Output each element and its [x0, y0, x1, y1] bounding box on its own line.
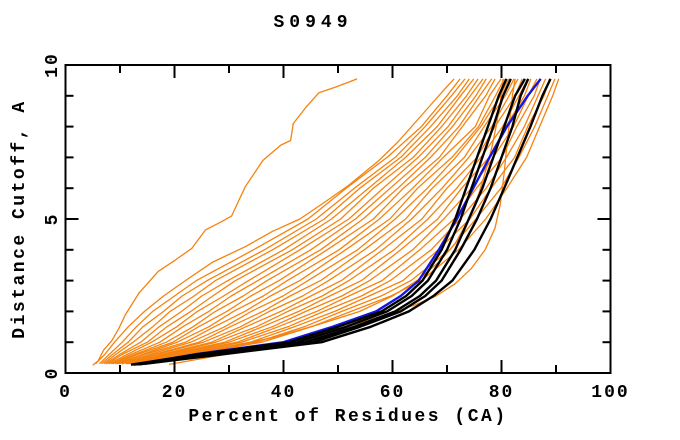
orange-curve-8: [111, 78, 487, 365]
orange-curve-20: [134, 78, 541, 365]
x-tick-label-40: 40: [271, 383, 297, 403]
y-tick-label-0: 0: [43, 367, 63, 380]
orange-curve-9: [112, 78, 493, 365]
y-tick-label-10: 10: [43, 52, 63, 78]
orange-curve-5: [104, 78, 475, 365]
black-curve-0: [130, 78, 508, 366]
curves-layer: [92, 78, 560, 366]
black-curve-3: [138, 78, 530, 366]
orange-curve-10: [114, 78, 496, 365]
orange-curve-1: [95, 78, 455, 365]
orange-curve-12: [118, 78, 505, 365]
black-curve-4: [144, 78, 552, 365]
blue-curve-0: [136, 78, 542, 366]
orange-curve-7: [108, 78, 484, 365]
orange-curve-0: [92, 78, 358, 366]
orange-curve-11: [116, 78, 502, 365]
black-curve-2: [136, 78, 526, 366]
y-axis-label: Distance Cutoff, A: [10, 99, 30, 338]
chart-title: S0949: [273, 13, 352, 33]
x-tick-label-0: 0: [59, 383, 72, 403]
orange-curve-3: [101, 78, 466, 365]
orange-curve-4: [103, 78, 470, 365]
orange-curve-21: [136, 78, 547, 365]
black-curve-1: [133, 78, 512, 366]
orange-curve-26: [141, 78, 504, 365]
x-tick-label-100: 100: [591, 383, 629, 403]
axes-layer: 0 20 40 60 80 100 0 5 10: [43, 52, 629, 403]
orange-curve-15: [125, 78, 519, 365]
orange-curve-2: [98, 78, 461, 365]
x-tick-label-80: 80: [489, 383, 515, 403]
orange-curve-14: [122, 78, 515, 365]
x-tick-label-20: 20: [162, 383, 188, 403]
orange-curve-6: [107, 78, 479, 365]
y-tick-label-5: 5: [43, 213, 63, 226]
orange-curve-17: [128, 78, 529, 365]
orange-curve-24: [141, 78, 560, 365]
x-tick-label-60: 60: [380, 383, 406, 403]
x-axis-label: Percent of Residues (CA): [188, 407, 507, 427]
orange-curve-22: [137, 78, 551, 365]
orange-curve-13: [121, 78, 510, 365]
